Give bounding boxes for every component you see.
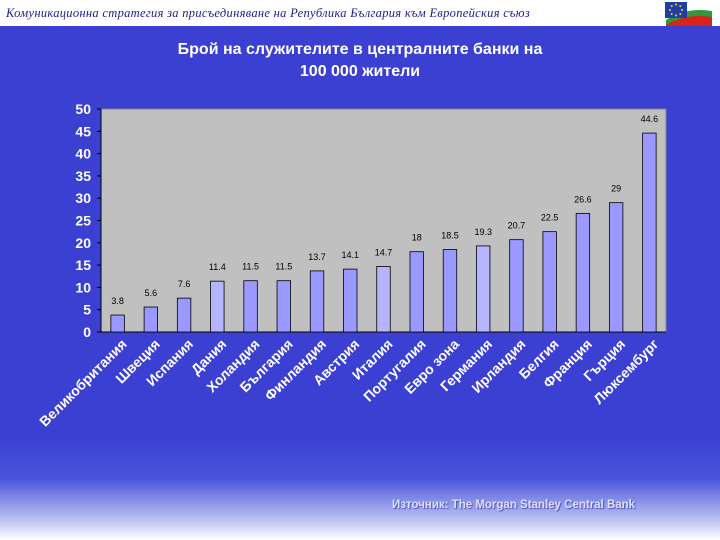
- data-label: 29: [611, 184, 621, 194]
- data-label: 18.5: [441, 230, 459, 240]
- chart-title-line1: Брой на служителите в централните банки …: [177, 41, 543, 58]
- data-label: 11.4: [209, 262, 226, 272]
- y-tick-label: 25: [75, 213, 91, 229]
- bar: [542, 231, 557, 333]
- bar: [608, 202, 624, 333]
- bar: [309, 270, 325, 333]
- y-tick-label: 50: [75, 101, 91, 117]
- bar: [476, 245, 491, 333]
- bar: [509, 239, 524, 333]
- bar: [642, 132, 657, 333]
- chart-title-line2: 100 000 жители: [299, 63, 421, 80]
- y-tick-label: 45: [75, 123, 91, 139]
- data-label: 14.1: [341, 250, 359, 260]
- data-label: 20.7: [508, 221, 526, 231]
- bar: [575, 212, 591, 333]
- header-bar: Комуникационна стратегия за присъединява…: [0, 0, 720, 26]
- bar: [110, 314, 125, 333]
- data-label: 13.7: [308, 252, 326, 262]
- bar: [343, 268, 358, 333]
- data-label: 19.3: [474, 227, 492, 237]
- data-label: 26.6: [574, 194, 592, 204]
- y-tick-label: 40: [75, 146, 91, 162]
- data-label: 22.5: [541, 213, 559, 223]
- data-label: 14.7: [375, 247, 393, 257]
- y-tick-label: 0: [83, 324, 91, 340]
- header-title: Комуникационна стратегия за присъединява…: [6, 6, 531, 20]
- bar: [442, 249, 458, 333]
- bar: [176, 297, 192, 333]
- bar: [376, 266, 391, 333]
- bar: [210, 280, 225, 333]
- data-label: 44.6: [641, 114, 659, 124]
- y-tick-label: 35: [75, 168, 91, 184]
- bar: [143, 306, 159, 333]
- bar: [243, 280, 258, 333]
- y-tick-label: 20: [75, 235, 91, 251]
- data-label: 5.6: [145, 288, 158, 298]
- y-tick-label: 30: [75, 190, 91, 206]
- source-note: Източник: The Morgan Stanley Central Ban…: [392, 499, 636, 511]
- y-tick-label: 15: [75, 257, 91, 273]
- data-label: 3.8: [111, 296, 124, 306]
- bar: [409, 251, 424, 333]
- data-label: 11.5: [275, 262, 292, 272]
- y-tick-label: 10: [75, 279, 91, 295]
- data-label: 11.5: [242, 262, 259, 272]
- data-label: 18: [412, 233, 422, 243]
- x-tick-label: Великобритания: [36, 336, 130, 430]
- eu-bulgaria-flag-icon: [665, 2, 712, 26]
- y-tick-label: 5: [83, 302, 91, 318]
- bar: [276, 280, 291, 333]
- data-label: 7.6: [178, 279, 191, 289]
